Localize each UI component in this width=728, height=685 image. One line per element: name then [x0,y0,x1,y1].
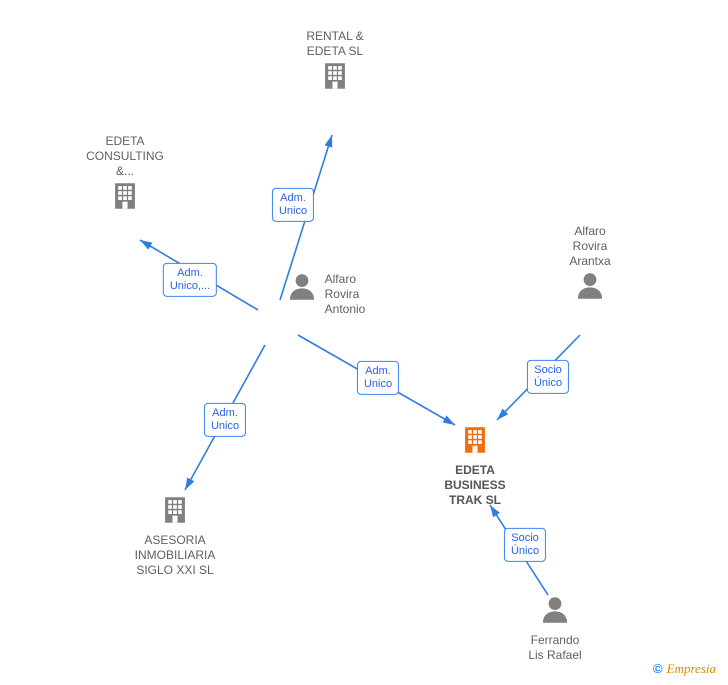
node-label: Alfaro Rovira Antonio [325,272,366,317]
person-icon [573,269,607,303]
person-icon [538,593,572,627]
person-icon [285,270,319,304]
brand-name: Empresia [667,661,716,676]
node-alfaro_arantxa[interactable]: Alfaro Rovira Arantxa [535,222,645,307]
node-edeta_consulting[interactable]: EDETA CONSULTING &... [70,132,180,217]
diagram-stage: © Empresia RENTAL & EDETA SL EDETA CONSUL… [0,0,728,685]
node-label: Alfaro Rovira Arantxa [535,224,645,269]
node-alfaro_antonio[interactable]: Alfaro Rovira Antonio [245,270,405,317]
building-icon [108,179,142,213]
node-label: EDETA BUSINESS TRAK SL [420,463,530,508]
edge-label: Socio Único [527,360,569,394]
node-label: ASESORIA INMOBILIARIA SIGLO XXI SL [120,533,230,578]
edge-label: Adm. Unico,... [163,263,217,297]
building-icon [318,59,352,93]
node-asesoria[interactable]: ASESORIA INMOBILIARIA SIGLO XXI SL [120,493,230,578]
building-icon [158,493,192,527]
building-icon [458,423,492,457]
copyright-symbol: © [653,661,663,676]
edge-label: Socio Único [504,528,546,562]
edge-label: Adm. Unico [272,188,314,222]
edges-layer [0,0,728,685]
edge-label: Adm. Unico [357,361,399,395]
node-ferrando[interactable]: Ferrando Lis Rafael [500,593,610,663]
node-label: Ferrando Lis Rafael [500,633,610,663]
node-label: EDETA CONSULTING &... [70,134,180,179]
node-label: RENTAL & EDETA SL [280,29,390,59]
edge-label: Adm. Unico [204,403,246,437]
node-edeta_business[interactable]: EDETA BUSINESS TRAK SL [420,423,530,508]
watermark: © Empresia [653,661,716,677]
node-rental_edeta[interactable]: RENTAL & EDETA SL [280,27,390,97]
